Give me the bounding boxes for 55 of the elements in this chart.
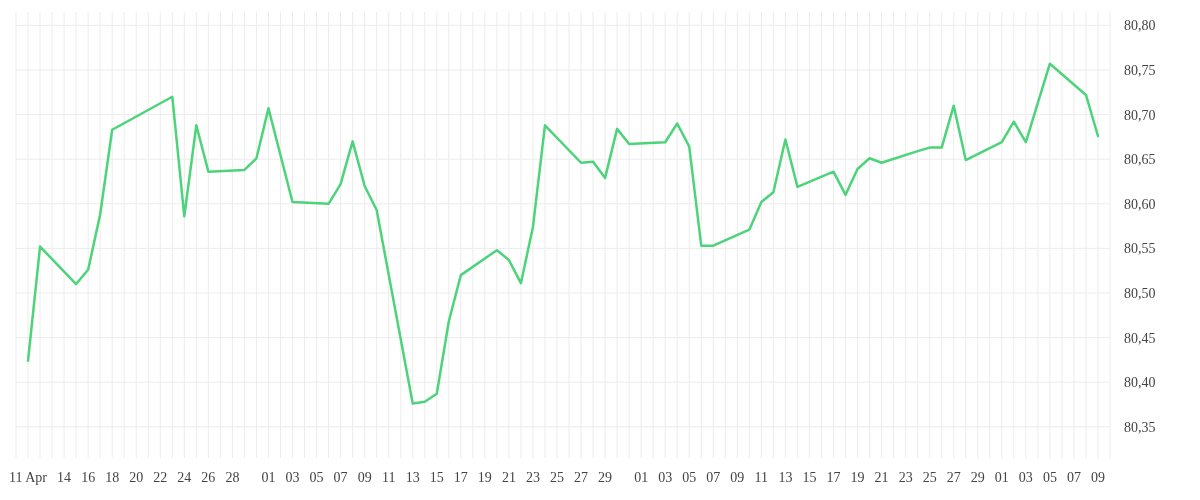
x-tick-label: 21 [874, 470, 889, 485]
x-tick-label: 25 [922, 470, 937, 485]
x-tick-label: 01 [634, 470, 649, 485]
x-tick-label: 11 [754, 470, 769, 485]
x-tick-label: 05 [1042, 470, 1057, 485]
x-tick-label: 13 [405, 470, 420, 485]
x-tick-label: 09 [1090, 470, 1105, 485]
x-tick-label: 07 [1066, 470, 1081, 485]
x-tick-label: 15 [802, 470, 817, 485]
x-tick-label: 07 [333, 470, 348, 485]
y-tick-label: 80,45 [1124, 330, 1156, 346]
y-tick-label: 80,50 [1124, 285, 1156, 301]
x-tick-label: 26 [201, 470, 216, 485]
line-series [26, 62, 1100, 405]
y-tick-label: 80,55 [1124, 241, 1156, 257]
x-tick-label: 29 [970, 470, 985, 485]
x-tick-label: 25 [549, 470, 564, 485]
x-tick-label: 05 [309, 470, 324, 485]
x-tick-label: 19 [477, 470, 492, 485]
x-tick-label: 09 [730, 470, 745, 485]
y-tick-label: 80,35 [1124, 419, 1156, 435]
y-tick-label: 80,70 [1124, 107, 1156, 123]
x-tick-label: 03 [285, 470, 300, 485]
x-tick-label: 20 [129, 470, 144, 485]
x-tick-label: 28 [225, 470, 240, 485]
x-tick-label: 23 [898, 470, 913, 485]
x-tick-label: 13 [778, 470, 793, 485]
x-tick-label: 07 [706, 470, 721, 485]
y-tick-label: 80,65 [1124, 152, 1156, 168]
x-tick-label: 19 [850, 470, 865, 485]
x-tick-label: 17 [453, 470, 468, 485]
x-tick-label: 03 [1018, 470, 1033, 485]
x-tick-label: 11 [381, 470, 396, 485]
x-tick-label: 03 [658, 470, 673, 485]
x-tick-label: 27 [574, 470, 589, 485]
x-tick-label: 15 [429, 470, 444, 485]
x-tick-label: 23 [525, 470, 540, 485]
x-tick-label: 18 [105, 470, 120, 485]
x-tick-label: 21 [501, 470, 516, 485]
x-tick-label: 16 [81, 470, 96, 485]
y-tick-label: 80,75 [1124, 62, 1156, 78]
x-tick-label: 01 [994, 470, 1009, 485]
y-tick-label: 80,80 [1124, 18, 1156, 34]
y-tick-label: 80,60 [1124, 196, 1156, 212]
x-tick-label: 01 [261, 470, 276, 485]
x-tick-label: 29 [598, 470, 613, 485]
x-tick-label: 27 [946, 470, 961, 485]
x-tick-label: 11 Apr [9, 470, 48, 485]
x-tick-label: 24 [177, 470, 192, 485]
x-tick-label: 17 [826, 470, 841, 485]
x-tick-label: 22 [153, 470, 168, 485]
x-tick-label: 09 [357, 470, 372, 485]
x-tick-label: 14 [57, 470, 72, 485]
y-tick-label: 80,40 [1124, 375, 1156, 391]
x-tick-label: 05 [682, 470, 697, 485]
